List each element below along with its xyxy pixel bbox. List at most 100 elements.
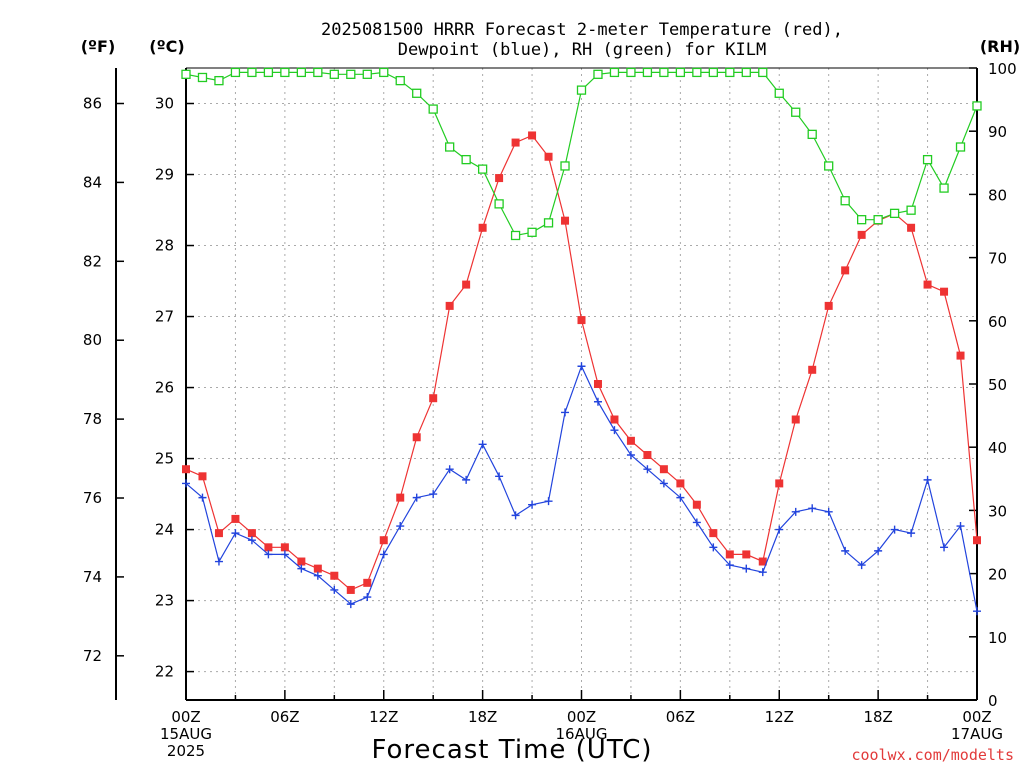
dew-data-point [182,479,190,488]
fahrenheit-tick-label: 74 [83,568,102,586]
time-tick-label: 00Z [567,708,596,726]
temp-data-point [313,564,322,573]
dew-data-point [610,426,619,435]
temp-data-point [725,550,734,559]
time-tick-label: 06Z [666,708,695,726]
temp-data-point [659,465,668,474]
temp-data-point [297,557,306,566]
rh-data-point [214,75,224,86]
rh-data-point [412,88,422,98]
chart-title-line-1: 2025081500 HRRR Forecast 2-meter Tempera… [321,20,843,40]
time-tick-label: 16AUG [556,725,608,743]
celsius-tick-label: 29 [155,166,174,184]
temp-data-point [495,174,504,183]
rh-data-point [395,75,405,86]
dew-data-point [280,550,289,559]
temp-data-point [363,578,372,587]
rh-data-point [659,67,669,78]
dew-data-point [528,500,537,509]
temp-data-point [610,415,619,424]
dew-data-point [396,522,405,531]
temp-data-point [214,529,223,538]
rh-data-point [560,161,570,171]
dew-data-point [495,472,504,481]
rh-data-point [593,69,603,79]
dew-data-point [511,511,520,520]
rh-data-point [708,67,718,78]
temp-data-point [412,433,421,442]
dew-data-point [577,362,586,371]
temp-data-point [593,380,602,388]
fahrenheit-tick-label: 80 [83,331,102,349]
celsius-tick-label: 30 [155,95,174,113]
rh-data-point [955,142,966,152]
fahrenheit-axis-unit: (ºF) [81,37,116,56]
temp-data-point [791,415,800,424]
temp-data-point [775,479,784,488]
rh-tick-label: 70 [988,250,1007,268]
temp-data-point [445,301,454,310]
dew-data-point [445,465,454,474]
rh-data-point [774,88,784,98]
rh-data-point [362,69,372,79]
dew-data-point [626,451,635,460]
rh-data-point [263,67,274,78]
dew-data-point [742,564,751,573]
fahrenheit-tick-label: 72 [83,647,102,665]
data-series [181,67,982,616]
temp-data-point [824,301,833,310]
x-axis-label: Forecast Time (UTC) [371,735,652,765]
rh-data-point [692,67,702,78]
dew-data-point [264,550,273,559]
credit-link[interactable]: coolwx.com/modelts [851,746,1014,764]
temp-data-point [511,138,520,147]
dew-data-point [791,507,800,516]
temp-data-point [923,280,932,289]
temp-data-point [396,493,405,502]
rh-data-point [379,67,389,78]
fahrenheit-tick-label: 86 [83,95,102,113]
temp-data-point [280,543,289,552]
rh-data-point [197,72,208,83]
rh-data-point [428,104,438,114]
dew-data-point [593,397,602,406]
temp-data-point [577,316,586,325]
dew-data-point [692,518,701,527]
dew-data-point [676,493,685,502]
dew-data-point [297,564,306,573]
fahrenheit-tick-label: 82 [83,252,102,270]
rh-data-point [758,67,768,78]
dew-data-point [758,568,767,577]
rh-data-point [527,227,537,237]
temp-data-point [676,479,685,488]
dew-data-point [709,543,718,552]
rh-tick-label: 60 [988,313,1007,331]
time-tick-label: 2025 [167,742,205,760]
rh-data-point [181,69,191,79]
dew-data-point [379,550,388,559]
dew-data-point [561,408,570,417]
temp-data-point [247,529,256,538]
rh-data-point [856,215,867,225]
celsius-tick-label: 23 [155,592,174,610]
rh-data-point [461,154,471,165]
temp-data-point [692,500,701,509]
temp-data-point [808,365,817,374]
rh-data-point [642,67,653,78]
dew-data-point [775,525,784,534]
rh-data-point [840,196,850,206]
chart-title-line-2: Dewpoint (blue), RH (green) for KILM [398,40,766,60]
rh-data-point [346,69,356,79]
temp-data-point [544,152,553,161]
time-tick-label: 18Z [863,708,892,726]
rh-data-point [247,67,257,78]
temp-data-point [956,351,965,360]
celsius-tick-label: 25 [155,450,174,468]
temp-data-point [346,585,355,594]
dew-data-point [247,536,256,545]
rh-tick-label: 50 [988,376,1007,394]
time-tick-label: 12Z [765,708,794,726]
time-tick-label: 18Z [468,708,497,726]
rh-data-point [824,161,834,171]
dew-data-point [643,465,652,474]
